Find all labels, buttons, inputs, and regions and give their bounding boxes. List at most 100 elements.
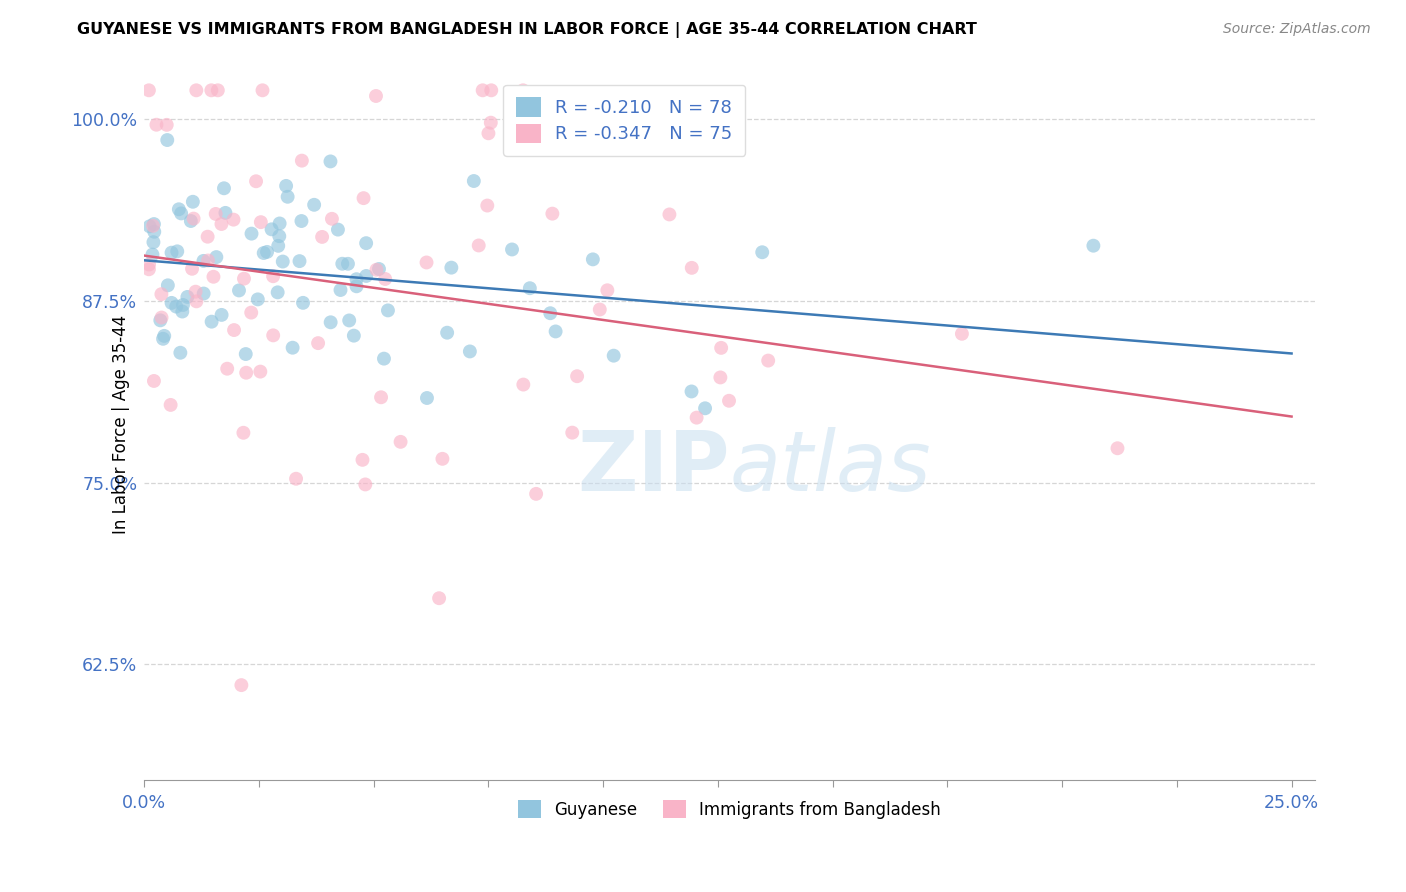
Point: [415, 255, 437, 269]
Point: [205, 250, 228, 264]
Point: [307, 336, 329, 351]
Point: [186, 294, 208, 309]
Point: [681, 384, 703, 399]
Legend: Guyanese, Immigrants from Bangladesh: Guyanese, Immigrants from Bangladesh: [512, 793, 948, 825]
Point: [538, 306, 561, 320]
Point: [277, 190, 299, 204]
Point: [167, 202, 190, 217]
Point: [561, 425, 583, 440]
Point: [180, 214, 202, 228]
Point: [389, 434, 412, 449]
Point: [211, 217, 233, 231]
Point: [479, 116, 502, 130]
Point: [204, 207, 226, 221]
Point: [235, 366, 257, 380]
Point: [524, 487, 547, 501]
Point: [366, 262, 388, 277]
Point: [477, 198, 499, 212]
Point: [232, 425, 254, 440]
Point: [246, 293, 269, 307]
Point: [681, 260, 703, 275]
Point: [201, 315, 224, 329]
Point: [253, 246, 276, 260]
Point: [172, 298, 194, 312]
Point: [141, 247, 163, 261]
Point: [207, 83, 229, 97]
Point: [150, 310, 173, 325]
Point: [142, 219, 165, 233]
Point: [260, 222, 283, 236]
Text: atlas: atlas: [730, 426, 931, 508]
Point: [541, 207, 564, 221]
Point: [172, 304, 194, 318]
Point: [326, 222, 349, 236]
Point: [160, 296, 183, 310]
Point: [165, 300, 187, 314]
Point: [222, 212, 245, 227]
Point: [582, 252, 605, 267]
Point: [373, 351, 395, 366]
Point: [202, 269, 225, 284]
Point: [142, 217, 165, 231]
Point: [184, 285, 207, 299]
Point: [330, 257, 353, 271]
Point: [245, 174, 267, 188]
Point: [233, 271, 256, 285]
Point: [346, 279, 368, 293]
Point: [285, 472, 308, 486]
Point: [427, 591, 450, 606]
Point: [269, 229, 291, 244]
Point: [166, 244, 188, 259]
Point: [169, 345, 191, 359]
Point: [153, 329, 176, 343]
Point: [319, 154, 342, 169]
Point: [519, 281, 541, 295]
Point: [354, 236, 377, 251]
Point: [138, 262, 160, 277]
Point: [346, 272, 368, 286]
Text: ZIP: ZIP: [576, 426, 730, 508]
Point: [596, 283, 619, 297]
Point: [512, 83, 534, 97]
Point: [281, 341, 304, 355]
Point: [321, 211, 343, 226]
Point: [709, 370, 731, 384]
Point: [150, 287, 173, 301]
Point: [685, 410, 707, 425]
Point: [290, 214, 312, 228]
Point: [269, 217, 291, 231]
Point: [440, 260, 463, 275]
Point: [170, 206, 193, 220]
Point: [181, 194, 204, 209]
Point: [377, 303, 399, 318]
Point: [252, 83, 274, 97]
Point: [214, 206, 236, 220]
Point: [463, 174, 485, 188]
Point: [602, 349, 624, 363]
Point: [240, 227, 263, 241]
Point: [352, 453, 374, 467]
Point: [751, 245, 773, 260]
Point: [212, 181, 235, 195]
Point: [354, 268, 377, 283]
Point: [200, 83, 222, 97]
Point: [658, 207, 681, 221]
Point: [142, 374, 165, 388]
Point: [354, 477, 377, 491]
Point: [152, 332, 174, 346]
Point: [138, 219, 160, 234]
Point: [266, 285, 288, 300]
Point: [159, 398, 181, 412]
Y-axis label: In Labor Force | Age 35-44: In Labor Force | Age 35-44: [112, 315, 131, 534]
Point: [262, 328, 284, 343]
Point: [302, 198, 325, 212]
Point: [292, 296, 315, 310]
Point: [479, 83, 502, 97]
Point: [467, 238, 489, 252]
Point: [364, 89, 387, 103]
Point: [368, 262, 391, 277]
Point: [288, 254, 311, 268]
Point: [311, 230, 333, 244]
Point: [156, 278, 179, 293]
Point: [271, 254, 294, 268]
